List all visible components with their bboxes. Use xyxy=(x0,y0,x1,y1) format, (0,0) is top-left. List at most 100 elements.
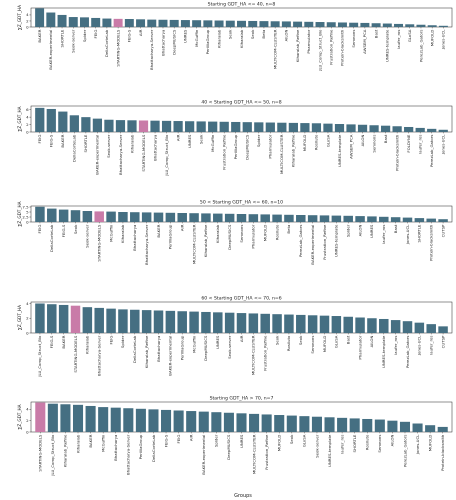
x-tick-label: BAKER xyxy=(156,224,161,237)
x-tick-label: JLU_Comp_Struct_Bio xyxy=(164,134,169,177)
bar xyxy=(387,420,398,432)
bar xyxy=(414,218,425,222)
bar xyxy=(334,124,345,132)
x-tick-label: Bhattacharya xyxy=(156,335,161,362)
bar xyxy=(189,311,199,333)
bar xyxy=(189,213,199,222)
x-tick-label: SHORTLE xyxy=(83,134,88,152)
bar xyxy=(326,22,336,27)
x-tick-label: Kiharalab xyxy=(129,134,134,153)
bar xyxy=(147,19,157,27)
x-tick-label: Jones-UCL xyxy=(441,134,446,155)
bar xyxy=(355,317,365,333)
x-tick-label: MULTICOM-CLUSTER xyxy=(251,434,256,474)
y-tick-label: 0 xyxy=(26,330,29,335)
bar xyxy=(265,122,275,132)
x-tick-label: FEIG xyxy=(176,435,181,444)
x-tick-label: Bhattacharya xyxy=(160,29,165,56)
x-tick-label: Kiharalab_Refine xyxy=(203,224,208,257)
bar xyxy=(369,125,379,132)
bar xyxy=(46,12,56,27)
x-tick-label: AWSEM_PCA xyxy=(348,134,353,159)
bar xyxy=(300,123,310,132)
x-tick-label: AIR xyxy=(188,434,193,441)
bar xyxy=(161,409,172,432)
bar xyxy=(355,216,365,222)
x-tick-label: GLoSA xyxy=(302,434,307,447)
y-tick-label: 7.5 xyxy=(22,204,29,209)
bar xyxy=(35,8,45,28)
x-tick-label: UNRES xyxy=(239,434,244,448)
x-tick-label: DellaCorteLab xyxy=(104,29,109,57)
chart-panel-3: 50 < Starting GDT_HA <= 60, n=10 02.557.5… xyxy=(17,200,453,265)
bar xyxy=(414,322,425,333)
x-tick-label: Bast xyxy=(383,134,388,143)
x-tick-label: laufer_ros xyxy=(417,135,422,154)
bar xyxy=(236,313,247,333)
bar xyxy=(198,411,209,432)
x-tick-label: Pharmulator xyxy=(306,29,311,53)
x-tick-label: PerezLab_Gators xyxy=(405,336,410,368)
x-tick-label: JLU_Comp_Struct_Bio xyxy=(50,434,55,477)
x-tick-label: FEIG xyxy=(108,336,113,345)
x-tick-label: MUFOLD xyxy=(277,435,282,452)
y-tick-label: 4 xyxy=(26,114,29,119)
x-tick-label: Bhattacharya-Server xyxy=(97,335,102,376)
x-tick-label: FEIG xyxy=(37,225,42,234)
y-axis-label: ∑Z_GDT_HA xyxy=(17,201,22,226)
x-tick-label: Kiharalab_Refine xyxy=(144,335,149,368)
x-tick-label: Bast xyxy=(373,29,378,38)
x-tick-label: DellaCorteLab xyxy=(72,134,77,162)
bar xyxy=(362,418,373,432)
bar xyxy=(136,19,146,27)
x-tick-label: FEIG-S xyxy=(49,335,54,348)
x-tick-label: laufer_ros xyxy=(429,336,434,355)
y-tick-label: 2 xyxy=(26,418,29,423)
x-tick-label: BAKER-experimental xyxy=(310,225,315,265)
x-tick-label: laufer_ros xyxy=(381,225,386,244)
bar xyxy=(123,408,134,432)
x-tick-label: BAKER-experimental xyxy=(95,135,100,175)
bar xyxy=(211,412,222,432)
bar xyxy=(236,214,247,222)
bar xyxy=(438,129,448,132)
bar xyxy=(281,21,291,27)
bar xyxy=(46,108,56,132)
x-tick-label: Seok-server xyxy=(106,134,111,158)
x-tick-label: CUTSP xyxy=(440,335,445,348)
y-axis-label: ∑Z_GDT_HA xyxy=(17,5,22,30)
bar xyxy=(127,120,137,132)
bar xyxy=(367,216,377,222)
bar xyxy=(260,214,270,222)
bar xyxy=(331,215,342,222)
bar xyxy=(72,404,84,432)
bar xyxy=(58,111,68,132)
x-tick-label: DellaCorteLab xyxy=(151,434,156,462)
x-tick-label: MULTICOM-CLUSTER xyxy=(191,224,196,264)
bar xyxy=(60,404,71,432)
x-tick-label: Jones-UCL xyxy=(441,29,446,50)
bar xyxy=(94,307,104,333)
x-tick-label: PerilliaGroup xyxy=(233,134,238,159)
bar xyxy=(70,305,81,333)
x-tick-label: Protein-blacksmith xyxy=(394,134,399,171)
bar xyxy=(284,214,294,222)
x-tick-label: Spider xyxy=(346,224,351,237)
x-tick-label: JLU_Comp_Struct_Bio xyxy=(37,335,42,378)
x-tick-label: UNRES-template xyxy=(337,134,342,167)
bar xyxy=(91,17,101,27)
bar xyxy=(374,419,385,432)
x-tick-label: CUTSP xyxy=(440,224,445,237)
x-tick-label: MUFOLD xyxy=(429,30,434,47)
bar xyxy=(35,303,45,333)
x-tick-label: DeepMUSICS xyxy=(226,434,231,460)
x-tick-label: PerilliaGroup xyxy=(205,29,210,54)
bar xyxy=(249,413,260,432)
panel-title: Starting GDT_HA > 70, n=7 xyxy=(210,396,274,402)
bar xyxy=(248,313,259,333)
bar xyxy=(224,213,235,222)
bar xyxy=(196,121,206,132)
bar xyxy=(177,311,187,333)
bar xyxy=(58,209,69,222)
x-tick-label: Semnons xyxy=(239,225,244,243)
